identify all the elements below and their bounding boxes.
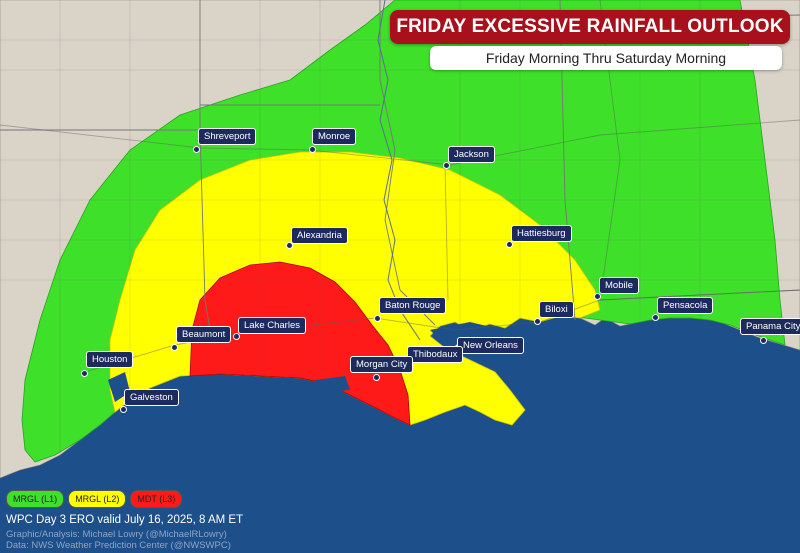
- legend-slight: MRGL (L2): [68, 490, 127, 508]
- city-marker-monroe: [309, 146, 316, 153]
- city-label-hattiesburg: Hattiesburg: [511, 225, 572, 242]
- city-label-houston: Houston: [86, 351, 134, 368]
- city-label-panama-city: Panama City: [740, 318, 800, 335]
- city-marker-pensacola: [652, 314, 659, 321]
- coastal-bay: [315, 376, 350, 392]
- city-label-alexandria: Alexandria: [291, 227, 348, 244]
- city-label-galveston: Galveston: [124, 389, 179, 406]
- city-marker-galveston: [120, 406, 127, 413]
- valid-time-text: WPC Day 3 ERO valid July 16, 2025, 8 AM …: [6, 514, 244, 526]
- city-label-shreveport: Shreveport: [198, 128, 257, 145]
- source-text: Data: NWS Weather Prediction Center (@NW…: [6, 540, 231, 551]
- city-marker-shreveport: [193, 146, 200, 153]
- legend-moderate: MDT (L3): [130, 490, 183, 508]
- subtitle-banner: Friday Morning Thru Saturday Morning: [430, 46, 782, 70]
- city-marker-morgan-city: [373, 374, 380, 381]
- legend-marginal: MRGL (L1): [6, 490, 65, 508]
- mississippi-river: [377, 0, 421, 341]
- city-marker-jackson: [443, 162, 450, 169]
- city-marker-biloxi: [534, 318, 541, 325]
- credit-text: Graphic/Analysis: Michael Lowry (@Michae…: [6, 529, 227, 540]
- city-marker-baton-rouge: [374, 315, 381, 322]
- city-marker-hattiesburg: [506, 241, 513, 248]
- legend-marginal-label: MRGL (L1): [13, 494, 58, 504]
- title-banner: FRIDAY EXCESSIVE RAINFALL OUTLOOK: [390, 10, 790, 44]
- city-marker-mobile: [594, 293, 601, 300]
- city-marker-lake-charles: [233, 333, 240, 340]
- city-label-pensacola: Pensacola: [657, 297, 714, 314]
- city-label-mobile: Mobile: [599, 277, 639, 294]
- city-label-lake-charles: Lake Charles: [238, 317, 306, 334]
- city-label-morgan-city: Morgan City: [350, 356, 414, 373]
- legend-moderate-label: MDT (L3): [137, 494, 176, 504]
- city-label-new-orleans: New Orleans: [457, 337, 524, 354]
- city-label-monroe: Monroe: [312, 128, 357, 145]
- city-label-jackson: Jackson: [448, 146, 495, 163]
- city-marker-panama-city: [760, 337, 767, 344]
- city-label-baton-rouge: Baton Rouge: [379, 297, 447, 314]
- city-label-thibodaux: Thibodaux: [407, 346, 464, 363]
- legend-slight-label: MRGL (L2): [75, 494, 120, 504]
- highways: [0, 0, 800, 373]
- city-marker-alexandria: [286, 242, 293, 249]
- city-label-biloxi: Biloxi: [539, 301, 574, 318]
- risk-legend: MRGL (L1) MRGL (L2) MDT (L3): [6, 490, 183, 508]
- city-marker-houston: [81, 370, 88, 377]
- city-label-beaumont: Beaumont: [176, 326, 232, 343]
- city-marker-beaumont: [171, 344, 178, 351]
